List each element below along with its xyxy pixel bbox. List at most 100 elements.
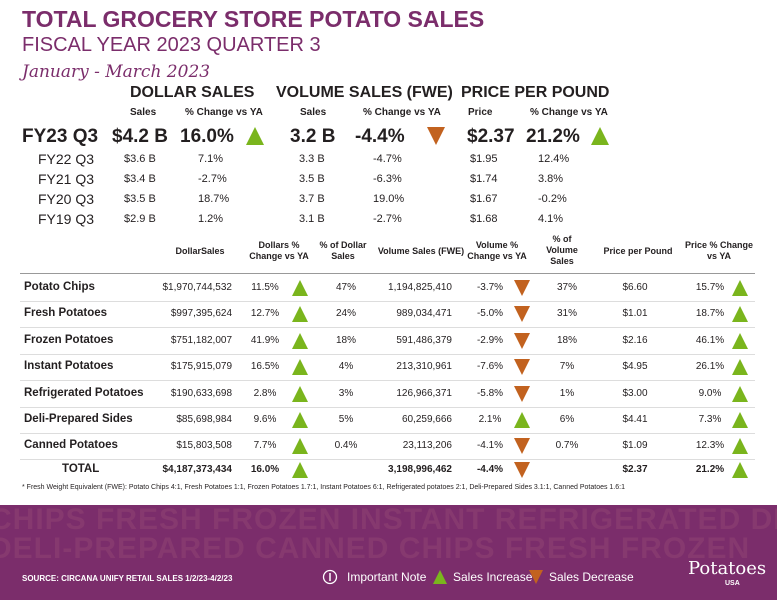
cell: 1% [559,387,575,399]
arrow-down [427,127,445,145]
current-value: 16.0% [180,126,234,147]
cell: 18% [556,334,577,346]
row-label: FY22 Q3 [38,151,95,167]
current-value: $2.37 [467,126,515,147]
arrow-up [246,127,264,145]
source: SOURCE: CIRCANA UNIFY RETAIL SALES 1/2/2… [22,574,233,583]
current-value: -4.4% [355,126,405,147]
row-value: 7.1% [198,153,224,165]
table-header: Volume Sales (FWE) [377,246,465,256]
arrow-up [292,438,308,455]
arrow-down [514,332,530,349]
cell: -4.1% [476,440,504,452]
arrow-up [732,280,748,296]
current-value: 3.2 B [290,126,336,147]
cell: $2.16 [622,334,648,346]
cell: 5% [338,414,354,425]
row-value: 3.3 B [299,153,325,165]
cell: 7.3% [698,414,722,425]
row-value: -6.3% [373,173,402,185]
title: TOTAL GROCERY STORE POTATO SALES [22,6,485,32]
cell: 9.0% [698,387,722,399]
cell: $175,915,079 [170,361,232,373]
row-value: $1.68 [470,213,498,225]
row-value: 12.4% [538,153,570,165]
cell: 1,194,825,410 [388,282,452,293]
arrow-up [514,412,530,428]
cell: 26.1% [695,361,725,373]
cell: 11.5% [251,282,279,293]
cell: $4,187,373,434 [162,464,232,475]
cell: 46.1% [695,334,725,346]
arrow-up [292,385,308,402]
row-value: $3.6 B [124,153,156,165]
cell: 47% [335,282,356,293]
logo-sub: USA [725,580,740,587]
subtitle: FISCAL YEAR 2023 QUARTER 3 [22,34,321,56]
cell: 12.3% [695,440,725,452]
cell: 6% [559,414,575,425]
row-value: $1.95 [470,153,498,165]
cell: $1.09 [622,440,648,452]
cell: 7% [559,361,575,373]
header-rule [20,273,755,274]
current-label: FY23 Q3 [22,126,99,147]
cell: 24% [335,308,356,320]
col-header: Price [468,107,493,118]
note-icon [322,569,338,585]
cell: $3.00 [622,387,648,399]
arrow-up [732,412,748,428]
cell: -3.7% [476,282,504,293]
watermark: CHIPS FRESH FROZEN INSTANT REFRIGERATED … [0,503,777,536]
row-rule [20,301,755,302]
cell: 126,966,371 [396,387,452,399]
row-value: $1.67 [470,193,498,205]
cell: $85,698,984 [176,414,232,425]
row-value: $3.5 B [124,193,156,205]
arrow-up [292,332,308,349]
arrow-up [292,280,308,296]
row-name: Instant Potatoes [24,360,114,373]
row-label: FY20 Q3 [38,191,95,207]
cell: $6.60 [622,282,648,293]
arrow-down [514,385,530,402]
cell: 4% [338,361,354,373]
row-name: Fresh Potatoes [24,307,108,320]
arrow-down [514,462,530,478]
cell: 16.5% [250,361,280,373]
row-value: 19.0% [373,193,405,205]
row-name: Deli-Prepared Sides [24,413,133,425]
row-value: 18.7% [198,193,230,205]
row-value: 3.7 B [299,193,325,205]
table-header: Price % Change vs YA [684,240,754,261]
cell: $15,803,508 [176,440,232,452]
table-header: % of Dollar Sales [319,240,367,261]
row-name: Canned Potatoes [24,439,118,452]
group-title: PRICE PER POUND [461,84,610,101]
cell: 16.0% [250,464,280,475]
row-name: Refrigerated Potatoes [24,386,144,399]
arrow-up [292,359,308,376]
cell: 15.7% [695,282,725,293]
total-label: TOTAL [62,463,100,475]
cell: 0.4% [334,440,358,452]
cell: 3,198,996,462 [388,464,452,475]
row-value: $2.9 B [124,213,156,225]
cell: $997,395,624 [170,308,232,320]
col-header: % Change vs YA [363,107,441,118]
arrow-down [529,570,543,584]
arrow-down [514,306,530,323]
arrow-down [514,438,530,455]
row-value: 3.1 B [299,213,325,225]
table-header: Volume % Change vs YA [467,240,527,261]
cell: $4.95 [622,361,648,373]
row-label: FY21 Q3 [38,171,95,187]
cell: 591,486,379 [396,334,452,346]
row-value: 3.8% [538,173,564,185]
cell: -5.8% [476,387,504,399]
footer-band [0,505,777,600]
table-header: Dollars % Change vs YA [249,240,309,261]
group-title: VOLUME SALES (FWE) [276,84,453,101]
cell: 989,034,471 [396,308,452,320]
current-value: $4.2 B [112,126,168,147]
